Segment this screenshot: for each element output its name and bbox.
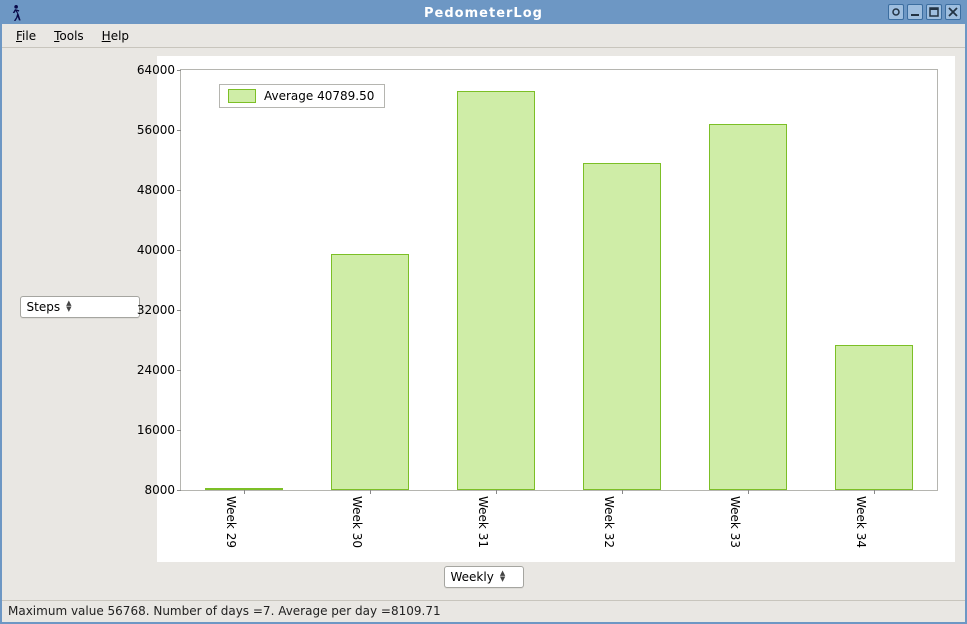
mid-row: Steps ▲▼ Average 40789.50 80001600024000…	[2, 48, 965, 566]
status-text: Maximum value 56768. Number of days =7. …	[8, 604, 441, 618]
close-button[interactable]	[945, 4, 961, 20]
x-tick-mark	[622, 490, 623, 494]
y-tick-label: 56000	[131, 123, 175, 137]
y-tick-label: 16000	[131, 423, 175, 437]
app-window: PedometerLog File Tools Help Steps ▲▼	[0, 0, 967, 624]
bar	[835, 345, 913, 490]
titlebar: PedometerLog	[2, 2, 965, 24]
maximize-button[interactable]	[926, 4, 942, 20]
period-select-value: Weekly	[451, 570, 494, 584]
x-tick-mark	[370, 490, 371, 494]
menu-help[interactable]: Help	[94, 26, 137, 46]
x-tick-label: Week 32	[602, 496, 616, 548]
y-tick-label: 48000	[131, 183, 175, 197]
legend-swatch	[228, 89, 256, 103]
y-tick-label: 24000	[131, 363, 175, 377]
x-tick-mark	[496, 490, 497, 494]
y-tick-label: 8000	[131, 483, 175, 497]
window-title: PedometerLog	[2, 6, 965, 21]
bar	[331, 254, 409, 490]
bar	[709, 124, 787, 490]
minimize-button[interactable]	[907, 4, 923, 20]
legend-label: Average 40789.50	[264, 89, 374, 103]
y-tick-mark	[177, 70, 181, 71]
x-tick-label: Week 31	[476, 496, 490, 548]
menu-file[interactable]: File	[8, 26, 44, 46]
menu-tools[interactable]: Tools	[46, 26, 92, 46]
spin-arrows-icon: ▲▼	[66, 301, 71, 313]
statusbar: Maximum value 56768. Number of days =7. …	[2, 600, 965, 622]
x-tick-label: Week 29	[224, 496, 238, 548]
period-select[interactable]: Weekly ▲▼	[444, 566, 524, 588]
y-tick-mark	[177, 430, 181, 431]
y-tick-label: 32000	[131, 303, 175, 317]
y-tick-label: 40000	[131, 243, 175, 257]
y-tick-mark	[177, 310, 181, 311]
shade-button[interactable]	[888, 4, 904, 20]
metric-select[interactable]: Steps ▲▼	[20, 296, 140, 318]
x-tick-mark	[874, 490, 875, 494]
x-tick-mark	[748, 490, 749, 494]
x-tick-mark	[244, 490, 245, 494]
y-tick-label: 64000	[131, 63, 175, 77]
x-tick-label: Week 33	[728, 496, 742, 548]
y-tick-mark	[177, 130, 181, 131]
period-row: Weekly ▲▼	[2, 566, 965, 600]
window-buttons	[888, 4, 961, 20]
y-tick-mark	[177, 370, 181, 371]
x-tick-label: Week 34	[854, 496, 868, 548]
y-tick-mark	[177, 490, 181, 491]
y-tick-mark	[177, 190, 181, 191]
y-tick-mark	[177, 250, 181, 251]
bar	[583, 163, 661, 490]
chart: Average 40789.50 80001600024000320004000…	[157, 56, 955, 562]
metric-select-value: Steps	[27, 300, 61, 314]
bar	[457, 91, 535, 490]
app-walker-icon	[6, 4, 24, 22]
plot-area: Average 40789.50 80001600024000320004000…	[180, 69, 938, 491]
spin-arrows-icon: ▲▼	[500, 571, 505, 583]
legend: Average 40789.50	[219, 84, 385, 108]
x-tick-label: Week 30	[350, 496, 364, 548]
menubar: File Tools Help	[2, 24, 965, 48]
content-area: Steps ▲▼ Average 40789.50 80001600024000…	[2, 48, 965, 600]
